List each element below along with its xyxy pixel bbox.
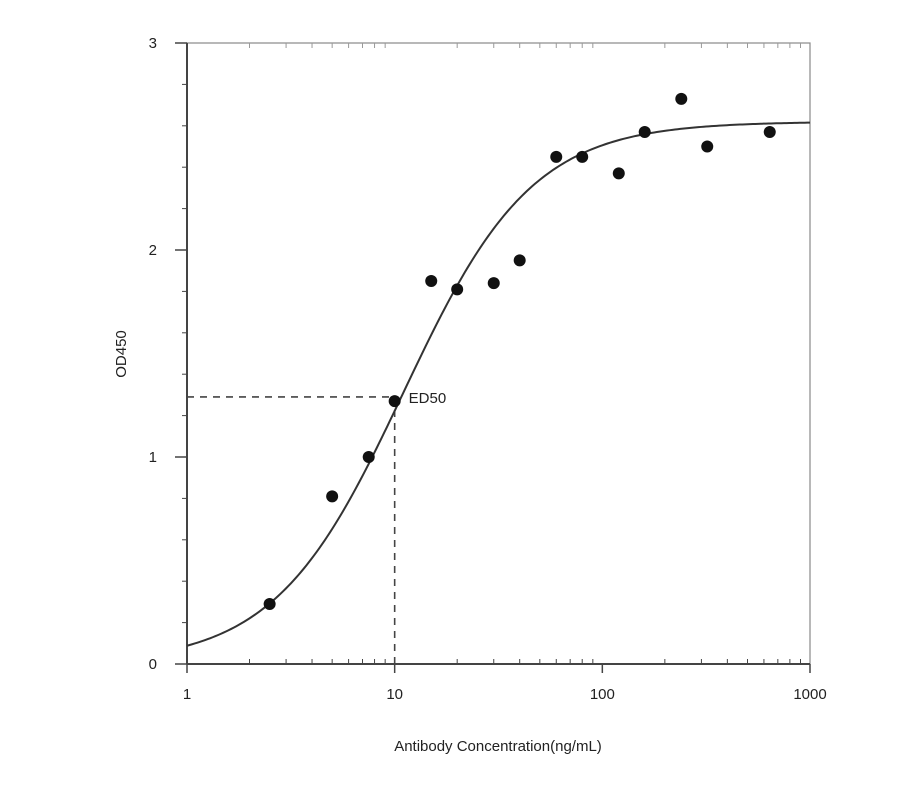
ed50-guides [187,396,396,664]
y-tick-label: 2 [149,242,157,259]
data-point [513,254,526,267]
y-axis: 0 1 2 3 [149,35,187,673]
data-point [326,490,339,503]
data-point [487,277,500,290]
x-tick-label: 10 [386,686,403,703]
data-point [451,283,464,296]
x-axis: 1 10 100 1000 [183,43,827,703]
data-point [612,167,625,180]
data-point [388,395,401,408]
x-axis-title: Antibody Concentration(ng/mL) [394,738,602,755]
fit-curve-group [186,121,811,647]
y-tick-label: 0 [149,656,157,673]
data-point [763,126,776,139]
y-tick-label: 3 [149,35,157,52]
data-point [701,140,714,153]
data-point [675,92,688,105]
data-point [263,597,276,610]
x-tick-label: 1 [183,686,191,703]
plot-border [186,42,811,665]
y-axis-title: OD450 [113,330,130,378]
data-points [263,92,776,610]
plot-frame [186,42,811,665]
x-tick-label: 100 [590,686,615,703]
data-point [550,150,563,163]
data-point [362,451,375,463]
data-point [425,275,438,288]
x-tick-label: 1000 [793,686,826,703]
fit-curve [186,121,811,647]
y-tick-label: 1 [149,449,157,466]
data-point [638,126,651,139]
ed50-label: ED50 [409,390,447,407]
data-point [576,150,589,163]
